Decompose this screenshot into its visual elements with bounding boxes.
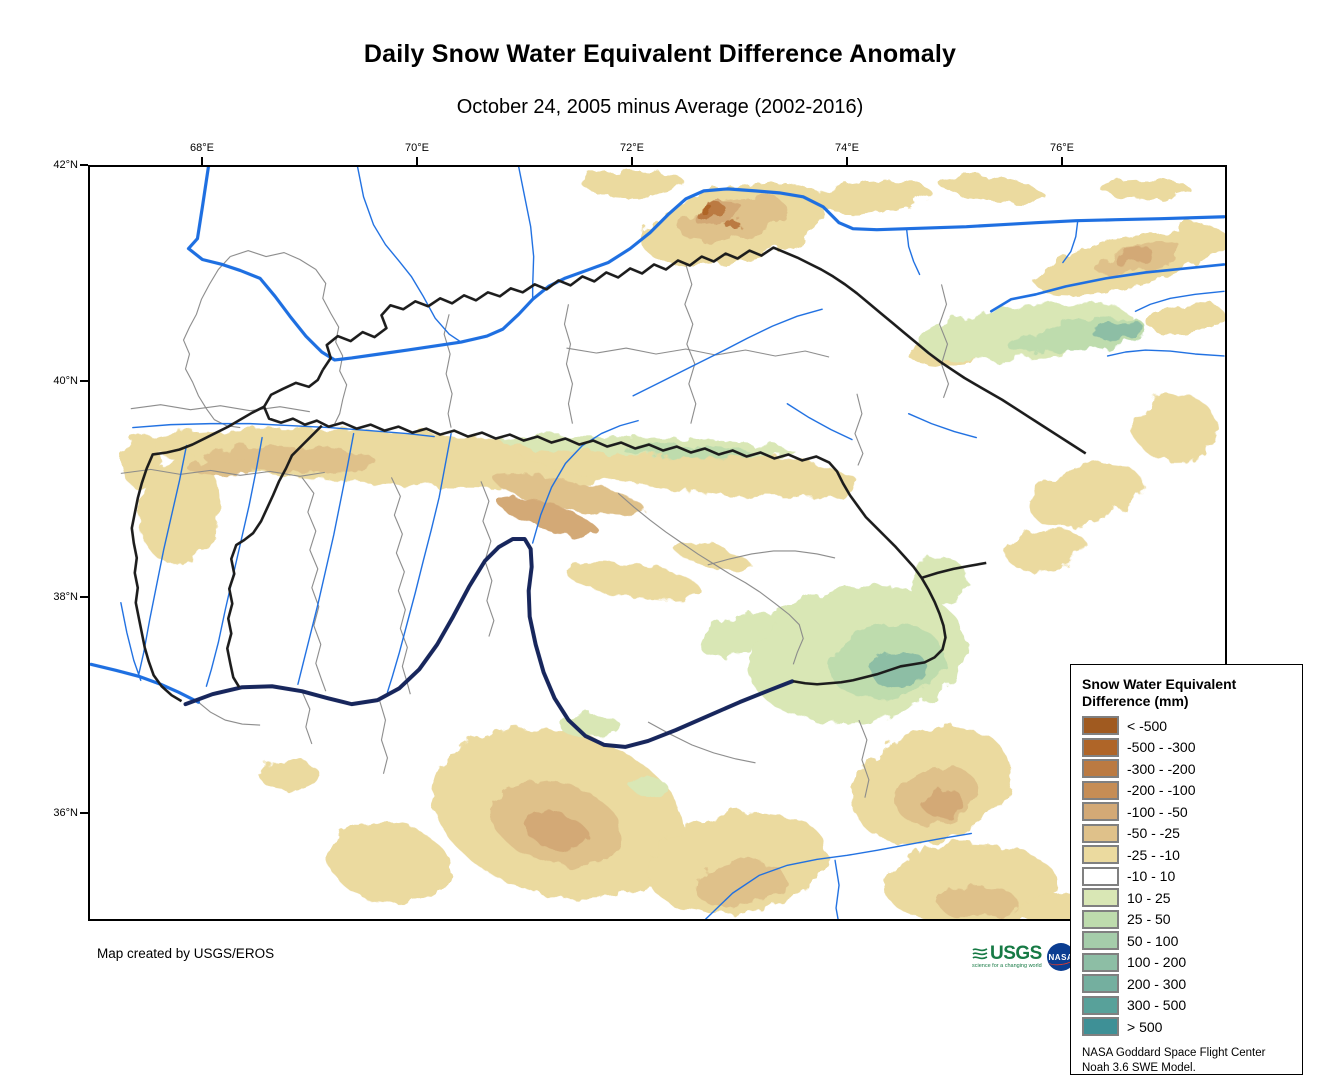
legend-swatch <box>1082 716 1119 736</box>
legend-row: -300 - -200 <box>1082 758 1302 780</box>
map-legend: Snow Water Equivalent Difference (mm) < … <box>1070 664 1303 1075</box>
legend-label: -25 - -10 <box>1127 846 1180 863</box>
x-tick-label: 74°E <box>835 142 859 154</box>
river-naryn <box>989 263 1225 313</box>
legend-swatch <box>1082 888 1119 908</box>
legend-swatch <box>1082 931 1119 951</box>
legend-row: -500 - -300 <box>1082 737 1302 759</box>
x-tick-label: 72°E <box>620 142 644 154</box>
legend-row: -25 - -10 <box>1082 844 1302 866</box>
y-tick <box>80 812 88 814</box>
legend-label: < -500 <box>1127 717 1168 734</box>
y-tick-label: 38°N <box>53 591 78 603</box>
usgs-logo: USGS science for a changing world <box>972 944 1042 970</box>
legend-swatch <box>1082 974 1119 994</box>
legend-swatch <box>1082 909 1119 929</box>
legend-label: -100 - -50 <box>1127 803 1188 820</box>
legend-label: > 500 <box>1127 1018 1163 1035</box>
legend-label: -500 - -300 <box>1127 739 1196 756</box>
x-tick <box>1061 157 1063 165</box>
legend-label: -10 - 10 <box>1127 868 1176 885</box>
y-tick-label: 36°N <box>53 807 78 819</box>
terrain-neg-deep-brown <box>698 205 713 213</box>
legend-swatch <box>1082 802 1119 822</box>
legend-row: 50 - 100 <box>1082 930 1302 952</box>
legend-label: 200 - 300 <box>1127 975 1187 992</box>
border-kyrgyzstan <box>321 246 1087 455</box>
legend-label: 50 - 100 <box>1127 932 1179 949</box>
legend-swatch <box>1082 737 1119 757</box>
border-west <box>130 405 265 703</box>
legend-row: < -500 <box>1082 715 1302 737</box>
usgs-tagline: science for a changing world <box>972 963 1042 970</box>
legend-row: 100 - 200 <box>1082 952 1302 974</box>
legend-row: -10 - 10 <box>1082 866 1302 888</box>
legend-swatch <box>1082 823 1119 843</box>
usgs-wordmark: USGS <box>990 943 1042 965</box>
map-frame: Snow Water Equivalent Difference (mm) < … <box>88 165 1303 1075</box>
legend-row: 10 - 25 <box>1082 887 1302 909</box>
legend-label: 300 - 500 <box>1127 997 1187 1014</box>
x-tick <box>846 157 848 165</box>
nasa-wordmark: NASA <box>1048 952 1074 962</box>
river-syr-darya <box>186 167 1225 362</box>
y-tick <box>80 164 88 166</box>
x-tick-label: 68°E <box>190 142 214 154</box>
legend-row: 25 - 50 <box>1082 909 1302 931</box>
legend-row: 200 - 300 <box>1082 973 1302 995</box>
terrain-neg-dark <box>497 201 1153 851</box>
river-panj <box>183 537 795 749</box>
y-tick-label: 40°N <box>53 375 78 387</box>
legend-row: -200 - -100 <box>1082 780 1302 802</box>
page-title: Daily Snow Water Equivalent Difference A… <box>363 40 957 68</box>
legend-swatch <box>1082 1017 1119 1037</box>
terrain-anomaly-layer <box>120 169 1225 919</box>
river-amu-darya <box>90 662 201 704</box>
legend-label: 100 - 200 <box>1127 954 1187 971</box>
y-tick-label: 42°N <box>53 159 78 171</box>
x-tick <box>416 157 418 165</box>
x-tick <box>631 157 633 165</box>
legend-swatch <box>1082 845 1119 865</box>
terrain-neg-light <box>120 169 1225 919</box>
map-credit: Map created by USGS/EROS <box>97 946 275 961</box>
terrain-pos-dark <box>871 320 1144 688</box>
legend-title: Snow Water Equivalent Difference (mm) <box>1082 676 1237 710</box>
country-borders <box>130 246 1087 703</box>
legend-row: > 500 <box>1082 1016 1302 1038</box>
page-subtitle: October 24, 2005 minus Average (2002-201… <box>456 96 864 118</box>
border-tajikistan <box>262 369 947 686</box>
x-tick <box>201 157 203 165</box>
legend-label: 10 - 25 <box>1127 889 1171 906</box>
legend-swatch <box>1082 995 1119 1015</box>
legend-label: -300 - -200 <box>1127 760 1196 777</box>
border-east-spur <box>921 561 987 580</box>
x-tick-label: 70°E <box>405 142 429 154</box>
legend-row: -50 - -25 <box>1082 823 1302 845</box>
legend-label: 25 - 50 <box>1127 911 1171 928</box>
legend-row: 300 - 500 <box>1082 995 1302 1017</box>
usgs-wave-icon <box>972 948 988 959</box>
border-uzbek-tajik <box>225 424 323 688</box>
x-tick-label: 76°E <box>1050 142 1074 154</box>
legend-label: -200 - -100 <box>1127 782 1196 799</box>
legend-swatch <box>1082 866 1119 886</box>
y-tick <box>80 380 88 382</box>
legend-label: -50 - -25 <box>1127 825 1180 842</box>
y-tick <box>80 596 88 598</box>
map-canvas <box>90 167 1225 919</box>
legend-row: -100 - -50 <box>1082 801 1302 823</box>
legend-swatch <box>1082 780 1119 800</box>
legend-source: NASA Goddard Space Flight Center Noah 3.… <box>1082 1046 1266 1074</box>
legend-swatch <box>1082 952 1119 972</box>
legend-rows: < -500 -500 - -300 -300 - -200 -200 - -1… <box>1082 715 1302 1038</box>
legend-swatch <box>1082 759 1119 779</box>
